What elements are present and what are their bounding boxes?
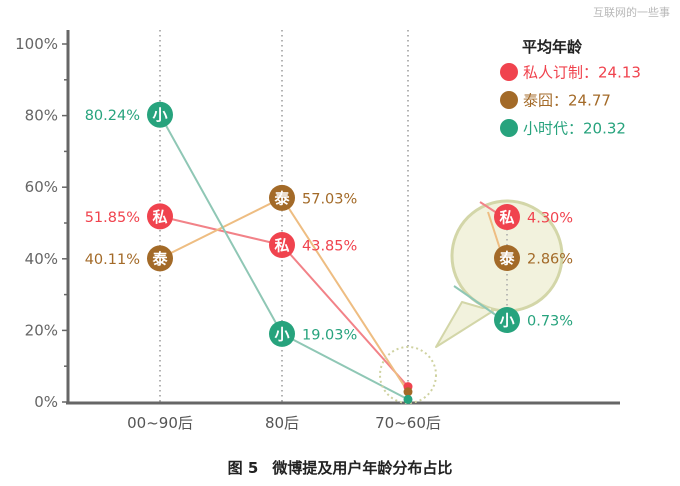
legend-swatch-0 [500,63,518,81]
figure-number: 图 5 [227,459,259,477]
zoom-marker-1 [494,245,520,271]
marker-badge-text: 泰 [151,250,168,268]
marker-1-0 [147,245,173,272]
data-label: 51.85% [85,210,140,226]
zoom-pointer [435,301,494,348]
x-tick-label: 00~90后 [127,414,193,432]
y-tick-label: 80% [25,107,58,125]
axes: 0% 20% 40% 60% 80% 100% 00~90后 80后 70~60后 [15,30,620,432]
legend-entry-2: 小时代：20.32 [523,120,626,138]
data-label: 2.86% [527,252,573,268]
data-label: 40.11% [85,252,140,268]
zoom-marker-2 [494,307,520,333]
x-tick-label: 70~60后 [375,414,441,432]
marker-badge-text: 泰 [273,189,290,207]
y-tick-label: 100% [15,35,58,53]
marker-small-2 [403,394,413,404]
y-tick-label: 60% [25,178,58,196]
marker-2-1 [269,320,295,347]
marker-badge-text: 小 [274,325,289,343]
marker-badge-text: 泰 [498,250,515,268]
y-tick-label: 40% [25,250,58,268]
data-label: 19.03% [302,327,357,343]
x-tick-label: 80后 [265,414,299,432]
marker-badge-text: 私 [498,209,514,227]
data-label: 4.30% [527,211,573,227]
marker-badge-text: 小 [499,312,514,330]
marker-1-1 [269,184,295,211]
data-label: 43.85% [302,239,357,255]
zoom-marker-0 [494,204,520,230]
data-label: 57.03% [302,191,357,207]
zoom-source-circle [379,346,437,404]
legend-swatch-2 [500,119,518,137]
marker-0-1 [269,232,295,259]
series-markers: 私 51.85% 私 43.85% 私 4.30% 泰 40.11% 泰 57.03% 泰 2.86%… [85,101,573,404]
series-line-1 [159,196,409,393]
figure-title: 微博提及用户年龄分布占比 [272,459,453,477]
y-tick-label: 0% [34,393,58,411]
marker-0-0 [147,203,173,230]
legend-entry-1: 泰囧：24.77 [523,92,611,110]
data-label: 80.24% [85,108,140,124]
legend-swatch-1 [500,91,518,109]
data-label: 0.73% [527,314,573,330]
zoom-line-stub-2 [453,285,504,321]
marker-badge-text: 私 [273,237,289,255]
y-tick-label: 20% [25,321,58,339]
marker-badge-text: 私 [151,208,167,226]
zoom-join [467,308,492,315]
watermark: 互联网的一些事 [593,6,670,19]
marker-badge-text: 小 [152,106,167,124]
legend-title: 平均年龄 [522,38,583,56]
figure-caption: 图 5 微博提及用户年龄分布占比 [0,457,680,478]
marker-small-1 [403,387,413,397]
marker-2-0 [147,101,173,128]
legend-entry-0: 私人订制：24.13 [523,64,641,82]
